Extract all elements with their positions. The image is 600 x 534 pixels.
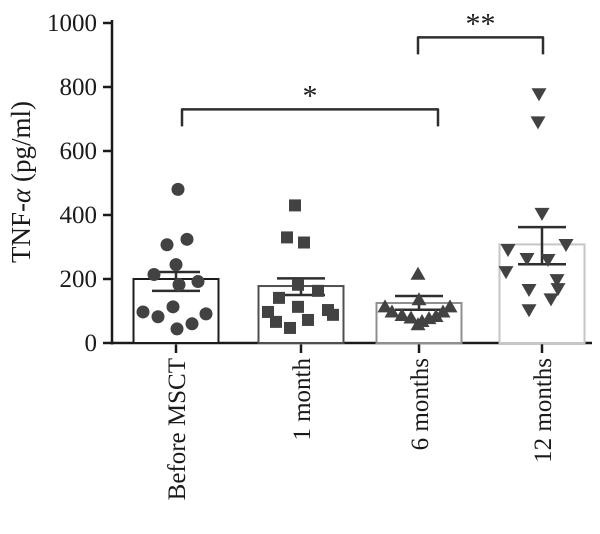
y-axis-tick-label: 800 <box>60 74 98 101</box>
data-point-circle <box>185 317 199 331</box>
data-point-triangle-up <box>384 304 400 318</box>
data-point-triangle-down <box>558 238 574 252</box>
significance-label: ** <box>466 7 496 40</box>
data-point-triangle-up <box>377 299 393 313</box>
data-point-triangle-down <box>519 253 535 267</box>
data-point-triangle-down <box>500 244 516 258</box>
data-point-square <box>292 300 304 313</box>
data-point-triangle-down <box>549 274 565 288</box>
data-point-square <box>273 291 285 304</box>
data-point-triangle-up <box>410 266 426 280</box>
data-point-square <box>262 305 274 318</box>
data-point-square <box>281 231 293 244</box>
data-point-square <box>270 315 282 328</box>
data-point-triangle-down <box>534 207 550 221</box>
data-point-triangle-up <box>428 308 444 322</box>
x-axis-category-label: 1 month <box>289 358 316 441</box>
data-point-triangle-up <box>394 307 410 321</box>
x-axis-category-label: 12 months <box>530 358 557 463</box>
data-point-square <box>284 321 296 334</box>
data-point-triangle-down <box>550 283 566 297</box>
data-point-circle <box>151 310 165 324</box>
data-point-circle <box>172 278 186 292</box>
y-axis-tick-label: 200 <box>60 266 98 293</box>
y-axis-tick-label: 0 <box>85 330 98 357</box>
data-point-circle <box>180 232 194 246</box>
data-point-square <box>302 313 314 326</box>
data-point-circle <box>166 300 180 314</box>
y-axis-tick-label: 400 <box>60 202 98 229</box>
data-point-triangle-down <box>540 253 556 267</box>
data-point-square <box>289 199 301 212</box>
data-point-circle <box>136 305 150 319</box>
data-point-triangle-down <box>521 284 537 298</box>
data-point-triangle-down <box>521 304 537 318</box>
x-axis-category-label: Before MSCT <box>164 358 191 500</box>
data-point-square <box>327 308 339 321</box>
data-point-triangle-down <box>543 293 559 307</box>
data-point-triangle-down <box>531 88 547 102</box>
significance-bracket <box>180 108 440 127</box>
significance-bracket <box>416 36 545 55</box>
data-point-triangle-up <box>411 292 427 306</box>
data-point-circle <box>171 182 185 196</box>
data-point-circle <box>199 307 213 321</box>
x-axis-category-label: 6 months <box>407 358 434 450</box>
data-point-triangle-up <box>435 304 451 318</box>
data-point-triangle-down <box>498 266 514 280</box>
data-point-triangle-down <box>530 116 546 130</box>
data-point-triangle-up <box>403 310 419 324</box>
data-point-square <box>312 284 324 297</box>
y-axis-tick-label: 1000 <box>47 10 97 37</box>
data-point-square <box>292 278 304 291</box>
data-point-circle <box>147 268 161 282</box>
data-point-circle <box>160 238 174 252</box>
y-axis-title: TNF-α (pg/ml) <box>6 101 36 263</box>
data-point-circle <box>191 275 205 289</box>
significance-label: * <box>303 79 318 112</box>
data-point-circle <box>170 322 184 336</box>
data-point-circle <box>169 258 183 272</box>
data-point-square <box>298 236 310 249</box>
data-point-triangle-up <box>442 299 458 313</box>
y-axis-tick-label: 600 <box>60 138 98 165</box>
